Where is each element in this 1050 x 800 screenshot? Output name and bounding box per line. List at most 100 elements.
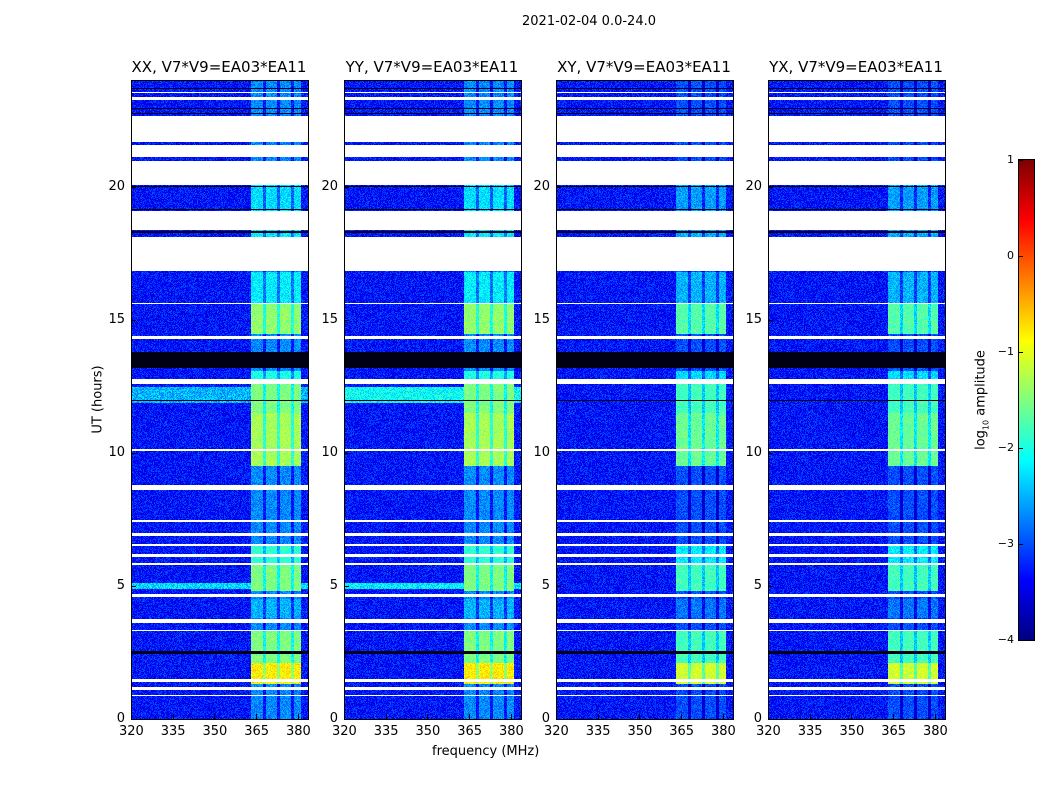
colorbar-tick-label: 1 [1007, 153, 1014, 166]
y-tick-mark [556, 186, 561, 188]
x-tick-label: 365 [881, 724, 907, 739]
spectrogram-3 [768, 80, 946, 720]
x-tick-mark [681, 714, 683, 719]
y-tick-mark [768, 719, 773, 720]
x-tick-label: 350 [839, 724, 865, 739]
x-tick-mark [256, 714, 258, 719]
y-tick-mark [131, 585, 136, 587]
x-tick-mark [344, 714, 345, 719]
panel-title: XX, V7*V9=EA03*EA11 [131, 58, 307, 76]
x-tick-mark [510, 714, 512, 719]
x-tick-mark [556, 714, 557, 719]
y-tick-label: 10 [321, 444, 338, 460]
y-tick-mark [131, 452, 136, 454]
y-tick-label: 10 [108, 444, 125, 460]
x-tick-label: 365 [457, 724, 483, 739]
x-tick-mark [639, 714, 641, 719]
x-tick-label: 320 [119, 724, 144, 739]
y-tick-label: 15 [745, 311, 762, 327]
x-tick-mark [469, 714, 471, 719]
x-tick-label: 335 [797, 724, 823, 739]
x-tick-mark [214, 714, 216, 719]
x-tick-mark [722, 714, 724, 719]
y-tick-mark [131, 186, 136, 188]
y-tick-label: 5 [541, 577, 550, 593]
y-tick-mark [556, 719, 561, 720]
y-tick-label: 5 [116, 577, 125, 593]
y-tick-label: 0 [753, 711, 762, 726]
y-tick-mark [556, 319, 561, 321]
x-axis-label: frequency (MHz) [432, 744, 540, 759]
panel-title: YX, V7*V9=EA03*EA11 [769, 58, 943, 76]
x-tick-label: 350 [627, 724, 653, 739]
y-tick-label: 10 [533, 444, 550, 460]
y-tick-label: 5 [329, 577, 338, 593]
y-tick-mark [344, 452, 349, 454]
x-tick-label: 380 [498, 724, 524, 739]
x-tick-label: 380 [285, 724, 311, 739]
y-tick-label: 0 [116, 711, 125, 726]
x-tick-mark [297, 714, 299, 719]
x-tick-label: 380 [710, 724, 736, 739]
y-tick-mark [344, 585, 349, 587]
colorbar-tick-mark [1019, 352, 1023, 353]
colorbar-tick-label: −4 [997, 633, 1014, 646]
y-tick-label: 10 [745, 444, 762, 460]
x-tick-mark [597, 714, 599, 719]
colorbar-tick-mark [1019, 448, 1023, 449]
y-tick-mark [344, 719, 349, 720]
figure-title: 2021-02-04 0.0-24.0 [522, 14, 656, 29]
y-tick-mark [768, 186, 773, 188]
colorbar-tick-mark [1019, 544, 1023, 545]
x-tick-label: 320 [544, 724, 569, 739]
y-tick-label: 5 [753, 577, 762, 593]
x-tick-mark [131, 714, 132, 719]
spectrogram-0 [131, 80, 309, 720]
y-tick-mark [131, 319, 136, 321]
colorbar-tick-mark [1019, 160, 1023, 161]
x-tick-mark [809, 714, 811, 719]
y-tick-mark [768, 585, 773, 587]
y-tick-mark [768, 319, 773, 321]
x-tick-label: 335 [585, 724, 611, 739]
y-tick-mark [344, 186, 349, 188]
y-tick-label: 0 [541, 711, 550, 726]
x-tick-mark [934, 714, 936, 719]
y-tick-label: 15 [321, 311, 338, 327]
y-tick-label: 15 [108, 311, 125, 327]
panel-title: YY, V7*V9=EA03*EA11 [345, 58, 519, 76]
panel-title: XY, V7*V9=EA03*EA11 [557, 58, 731, 76]
x-tick-label: 320 [332, 724, 357, 739]
x-tick-mark [172, 714, 174, 719]
x-tick-label: 365 [669, 724, 695, 739]
y-tick-mark [768, 452, 773, 454]
y-tick-mark [556, 452, 561, 454]
y-axis-label: UT (hours) [90, 365, 106, 434]
y-tick-mark [131, 719, 136, 720]
x-tick-label: 380 [922, 724, 948, 739]
x-tick-label: 350 [202, 724, 228, 739]
colorbar-tick-label: −2 [997, 441, 1014, 454]
colorbar-label: log10 amplitude [974, 350, 991, 450]
spectrogram-2 [556, 80, 734, 720]
x-tick-mark [893, 714, 895, 719]
x-tick-label: 335 [160, 724, 186, 739]
y-tick-label: 20 [745, 178, 762, 194]
colorbar-label-suffix: amplitude [973, 350, 989, 420]
y-tick-mark [556, 585, 561, 587]
colorbar-tick-label: −1 [997, 345, 1014, 358]
x-tick-mark [768, 714, 769, 719]
colorbar-tick-mark [1019, 640, 1023, 641]
y-tick-label: 15 [533, 311, 550, 327]
y-tick-mark [344, 319, 349, 321]
spectrogram-1 [344, 80, 522, 720]
y-tick-label: 20 [533, 178, 550, 194]
y-tick-label: 20 [108, 178, 125, 194]
y-tick-label: 20 [321, 178, 338, 194]
colorbar-label-sub: 10 [981, 419, 991, 431]
x-tick-label: 365 [244, 724, 270, 739]
x-tick-mark [851, 714, 853, 719]
colorbar-tick-mark [1019, 256, 1023, 257]
y-tick-label: 0 [329, 711, 338, 726]
x-tick-label: 335 [373, 724, 399, 739]
